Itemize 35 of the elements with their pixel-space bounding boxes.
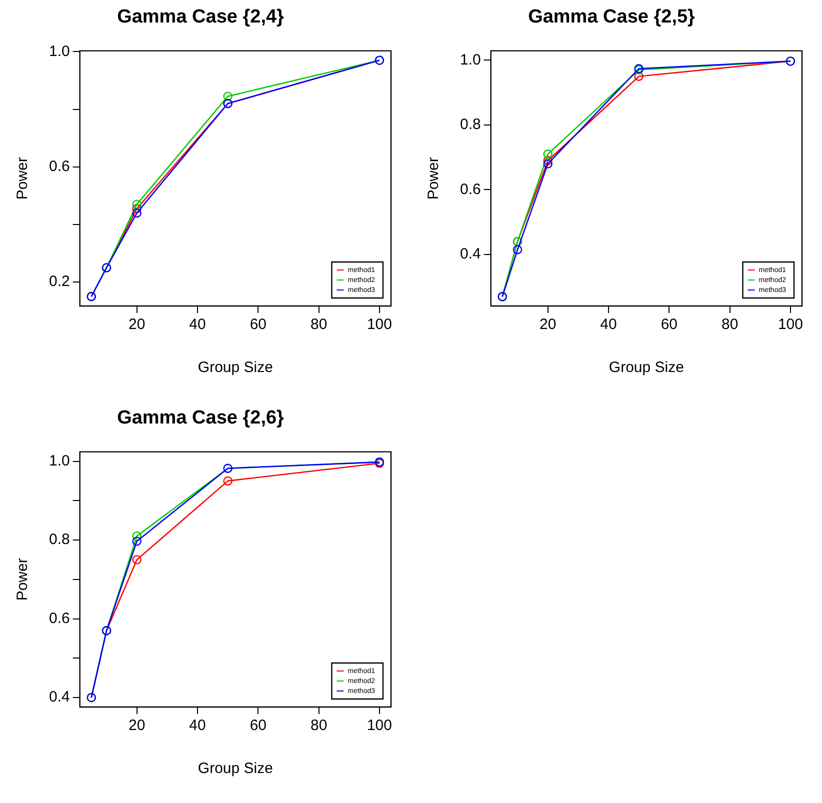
x-tick-label: 60 xyxy=(660,316,678,334)
x-tick-label: 20 xyxy=(128,316,146,334)
chart-title: Gamma Case {2,5} xyxy=(528,6,696,28)
x-tick-label: 80 xyxy=(310,316,328,334)
x-axis-title: Group Size xyxy=(198,760,273,778)
y-tick-label: 0.8 xyxy=(460,116,481,134)
y-tick-label: 1.0 xyxy=(48,42,70,60)
x-axis-title: Group Size xyxy=(608,359,684,376)
x-tick-label: 60 xyxy=(250,717,267,734)
x-tick-label: 100 xyxy=(366,717,392,734)
y-tick-label: 1.0 xyxy=(460,51,481,68)
x-tick-label: 20 xyxy=(540,316,556,334)
x-tick-label: 40 xyxy=(189,717,206,734)
chart-title: Gamma Case {2,6} xyxy=(117,408,285,429)
y-tick-label: 0.8 xyxy=(48,531,70,548)
y-tick-label: 1.0 xyxy=(48,452,70,470)
x-tick-label: 40 xyxy=(189,316,206,334)
y-tick-label: 0.6 xyxy=(48,158,70,176)
chart-title: Gamma Case {2,4} xyxy=(117,6,285,28)
y-tick-label: 0.6 xyxy=(48,610,70,627)
x-tick-label: 40 xyxy=(600,316,617,334)
x-tick-label: 100 xyxy=(366,316,392,334)
y-tick-label: 0.2 xyxy=(48,273,70,290)
y-axis-title: Power xyxy=(14,157,32,200)
x-tick-label: 80 xyxy=(310,717,328,734)
y-axis-title: Power xyxy=(14,558,32,601)
x-tick-label: 60 xyxy=(250,316,267,334)
y-tick-label: 0.4 xyxy=(48,688,70,706)
y-tick-label: 0.6 xyxy=(460,180,481,198)
y-tick-label: 0.4 xyxy=(460,246,481,263)
x-tick-label: 20 xyxy=(128,717,146,734)
x-axis-title: Group Size xyxy=(198,359,273,376)
x-tick-label: 100 xyxy=(778,316,803,334)
y-axis-title: Power xyxy=(425,157,442,200)
x-tick-label: 80 xyxy=(721,316,738,334)
